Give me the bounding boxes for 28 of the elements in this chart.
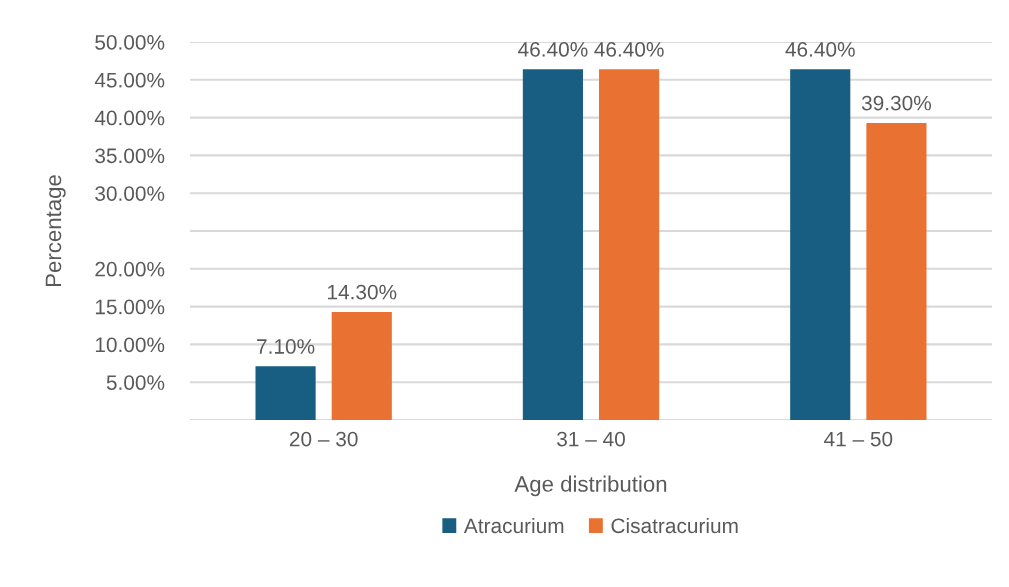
text: 39.30% bbox=[861, 95, 932, 111]
bar bbox=[866, 122, 927, 420]
y-tick-label: 20.00% bbox=[95, 261, 165, 277]
bar bbox=[255, 366, 316, 420]
bar bbox=[331, 311, 392, 420]
legend-label: Atracurium bbox=[463, 517, 564, 534]
bar bbox=[522, 69, 583, 420]
text: 46.40% bbox=[785, 42, 855, 57]
y-tick-label: 10.00% bbox=[95, 337, 165, 353]
text: 46.40% bbox=[594, 42, 664, 57]
x-tick-label: 41 – 50 bbox=[824, 431, 893, 447]
text: 14.30% bbox=[328, 284, 397, 300]
text: 46.40% bbox=[518, 42, 588, 57]
x-tick-label: 31 – 40 bbox=[557, 431, 625, 447]
x-tick-label: 20 – 30 bbox=[289, 431, 358, 447]
y-tick-label: 35.00% bbox=[95, 148, 165, 164]
y-tick-label: 30.00% bbox=[95, 186, 165, 201]
y-tick-label: 15.00% bbox=[95, 299, 165, 315]
legend-label: Cisatracurium bbox=[611, 517, 738, 534]
bar bbox=[790, 69, 851, 420]
y-tick-label: 45.00% bbox=[94, 72, 165, 88]
y-axis-title: Percentage bbox=[45, 175, 66, 286]
bar bbox=[599, 69, 660, 420]
y-tick-label: 40.00% bbox=[94, 110, 165, 126]
text: 7.10% bbox=[257, 339, 315, 354]
x-axis-title: Age distribution bbox=[514, 475, 667, 497]
y-tick-label: 5.00% bbox=[106, 375, 165, 390]
y-tick-label: 50.00% bbox=[95, 35, 165, 50]
